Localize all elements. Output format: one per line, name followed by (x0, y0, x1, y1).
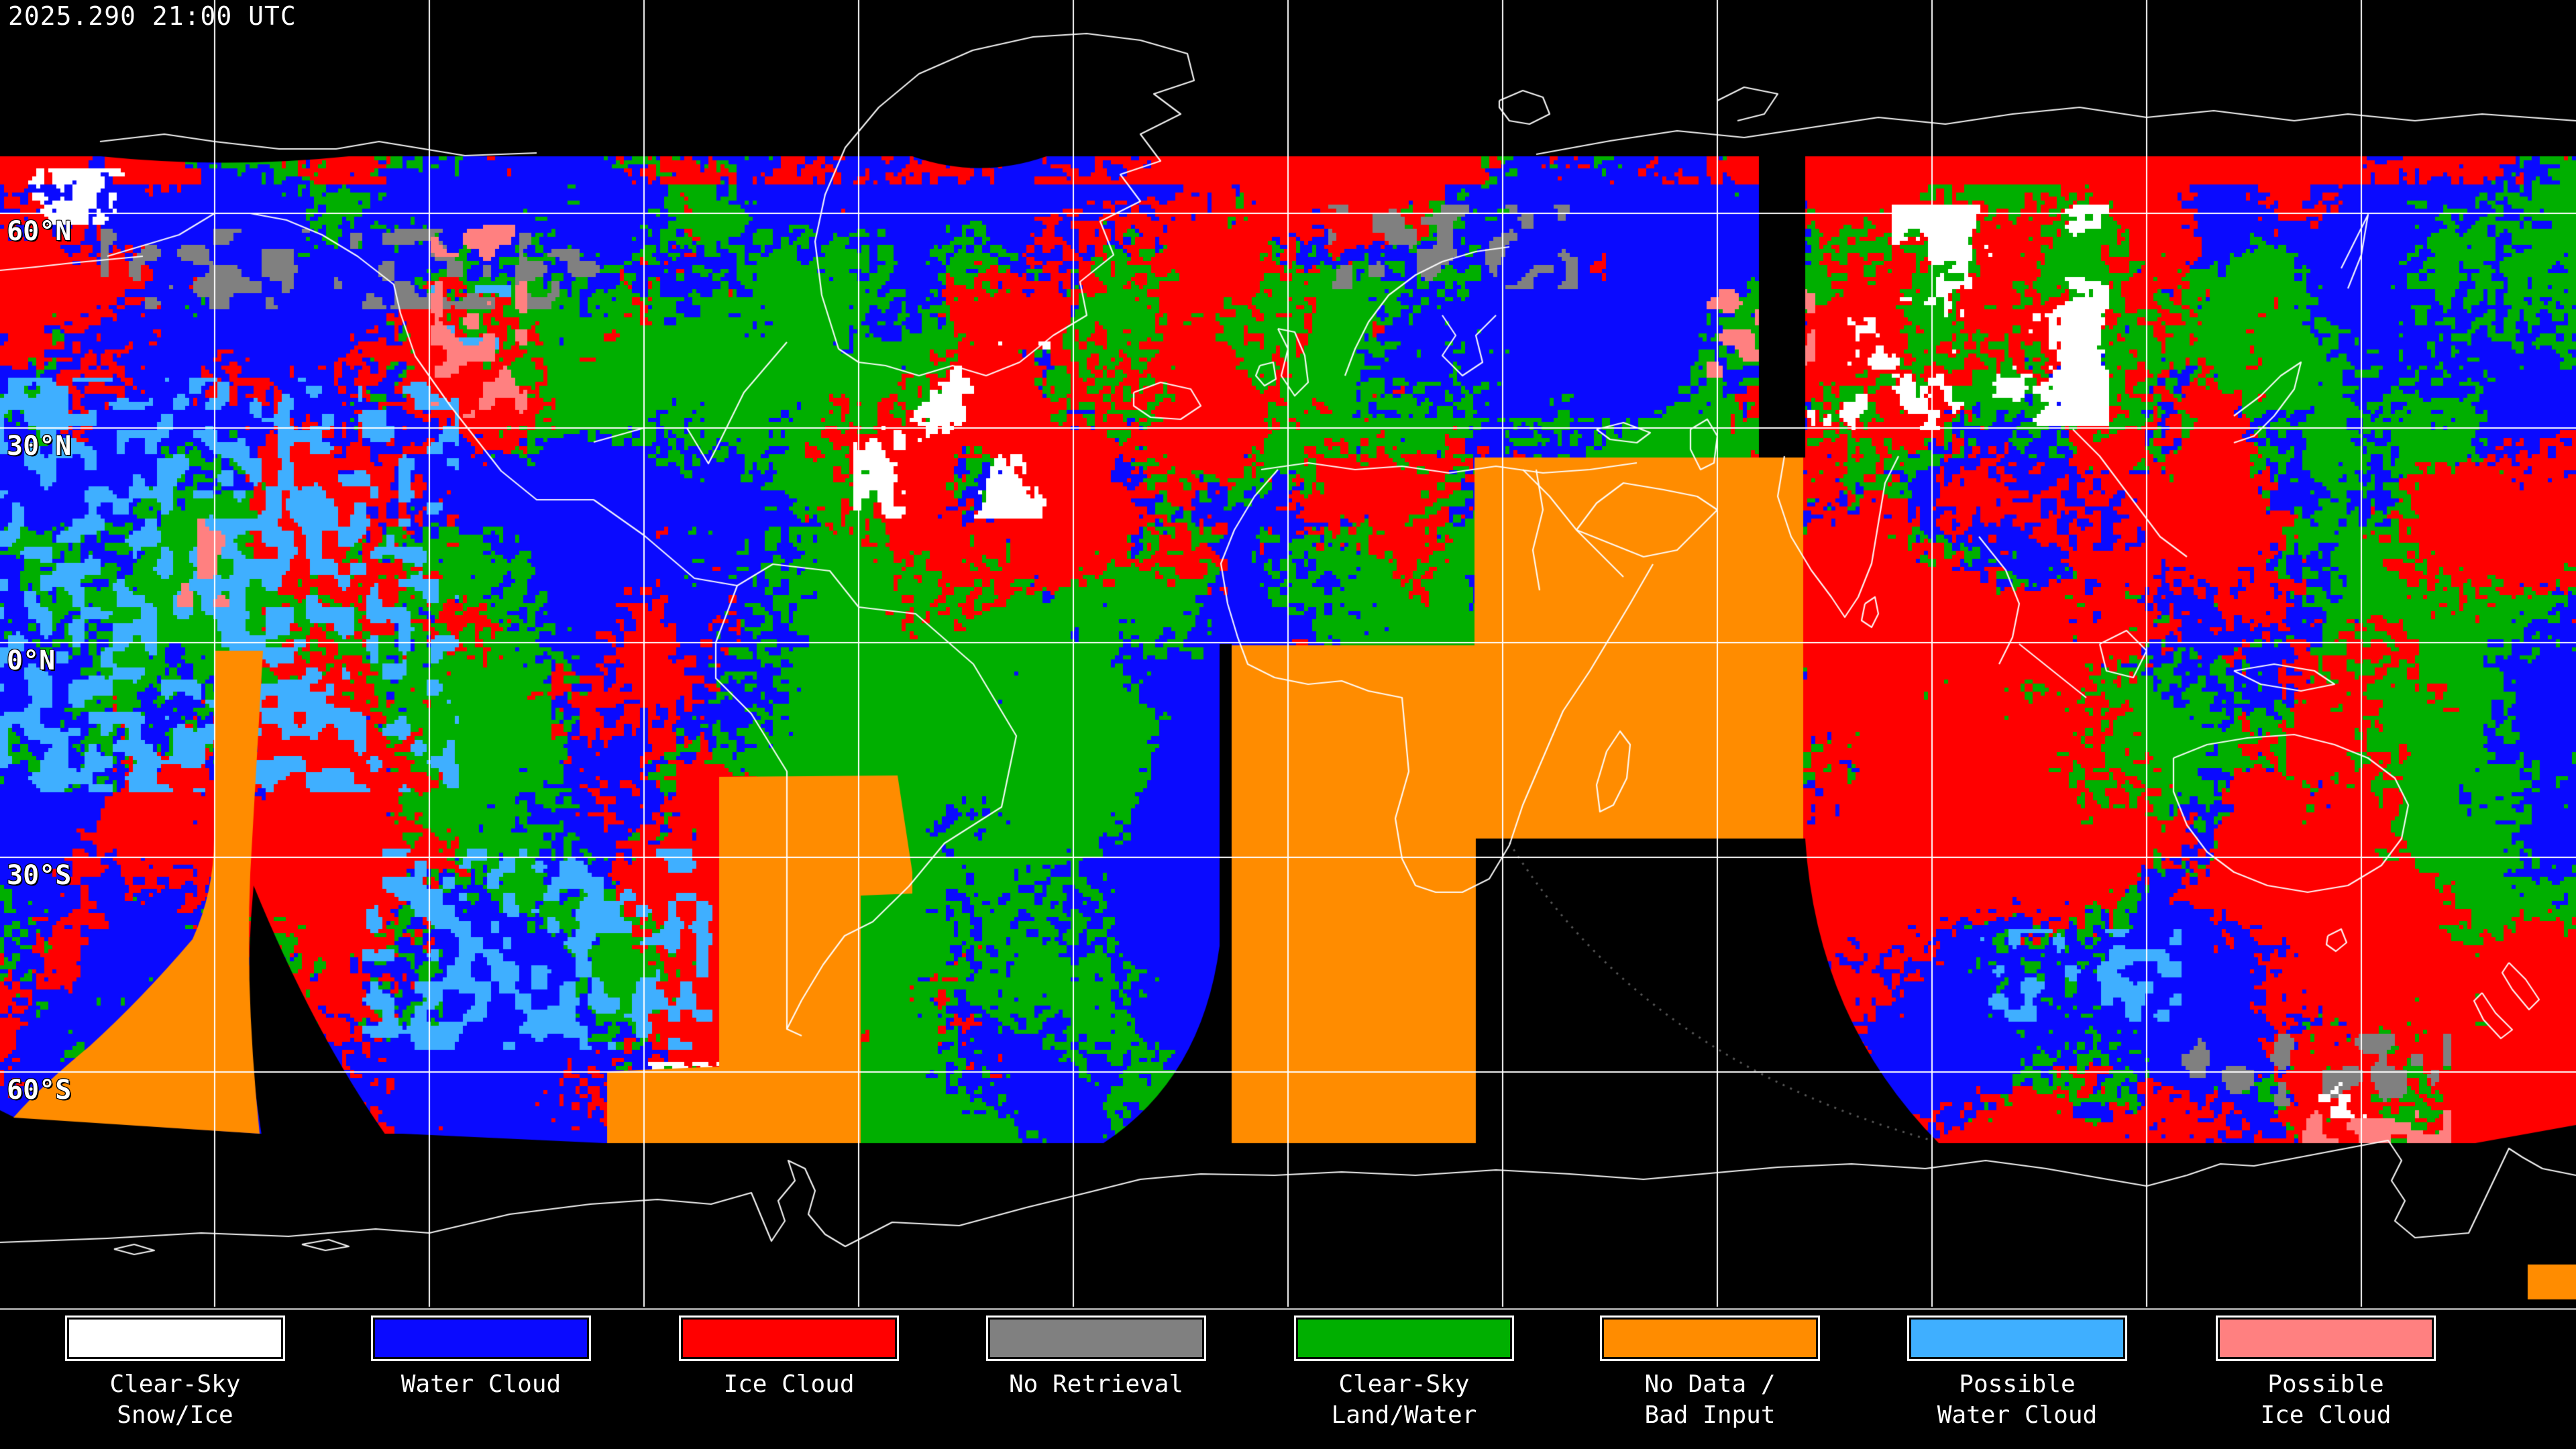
lat-label-1: 30°N (7, 431, 72, 462)
legend-swatch-7 (2216, 1316, 2436, 1361)
legend-label-1: Water Cloud (400, 1371, 561, 1398)
legend: Clear-Sky Snow/Ice Water Cloud Ice Cloud No… (0, 1308, 2576, 1449)
legend-item-6: Possible Water Cloud (1863, 1310, 2171, 1431)
legend-item-1: Water Cloud (327, 1310, 635, 1400)
legend-item-3: No Retrieval (942, 1310, 1250, 1400)
legend-swatch-3 (986, 1316, 1206, 1361)
legend-item-0: Clear-Sky Snow/Ice (21, 1310, 329, 1431)
legend-item-7: Possible Ice Cloud (2171, 1310, 2480, 1431)
legend-label-5: No Data / Bad Input (1644, 1371, 1776, 1429)
legend-label-2: Ice Cloud (723, 1371, 855, 1398)
legend-label-0: Clear-Sky Snow/Ice (109, 1371, 241, 1429)
legend-swatch-1 (371, 1316, 591, 1361)
legend-label-4: Clear-Sky Land/Water (1331, 1371, 1477, 1429)
lat-label-0: 60°N (7, 216, 72, 247)
legend-item-4: Clear-Sky Land/Water (1250, 1310, 1558, 1431)
timestamp: 2025.290 21:00 UTC (8, 1, 297, 31)
legend-swatch-6 (1907, 1316, 2127, 1361)
lat-label-4: 60°S (7, 1075, 72, 1106)
legend-label-7: Possible Ice Cloud (2260, 1371, 2392, 1429)
cloud-phase-map (0, 0, 2576, 1308)
legend-swatch-2 (679, 1316, 899, 1361)
lat-label-2: 0°N (7, 645, 56, 676)
legend-swatch-0 (65, 1316, 285, 1361)
legend-label-3: No Retrieval (1008, 1371, 1184, 1398)
lat-label-3: 30°S (7, 860, 72, 891)
legend-swatch-5 (1600, 1316, 1820, 1361)
legend-item-5: No Data / Bad Input (1556, 1310, 1864, 1431)
legend-item-2: Ice Cloud (635, 1310, 943, 1400)
legend-label-6: Possible Water Cloud (1937, 1371, 2098, 1429)
legend-swatch-4 (1294, 1316, 1514, 1361)
